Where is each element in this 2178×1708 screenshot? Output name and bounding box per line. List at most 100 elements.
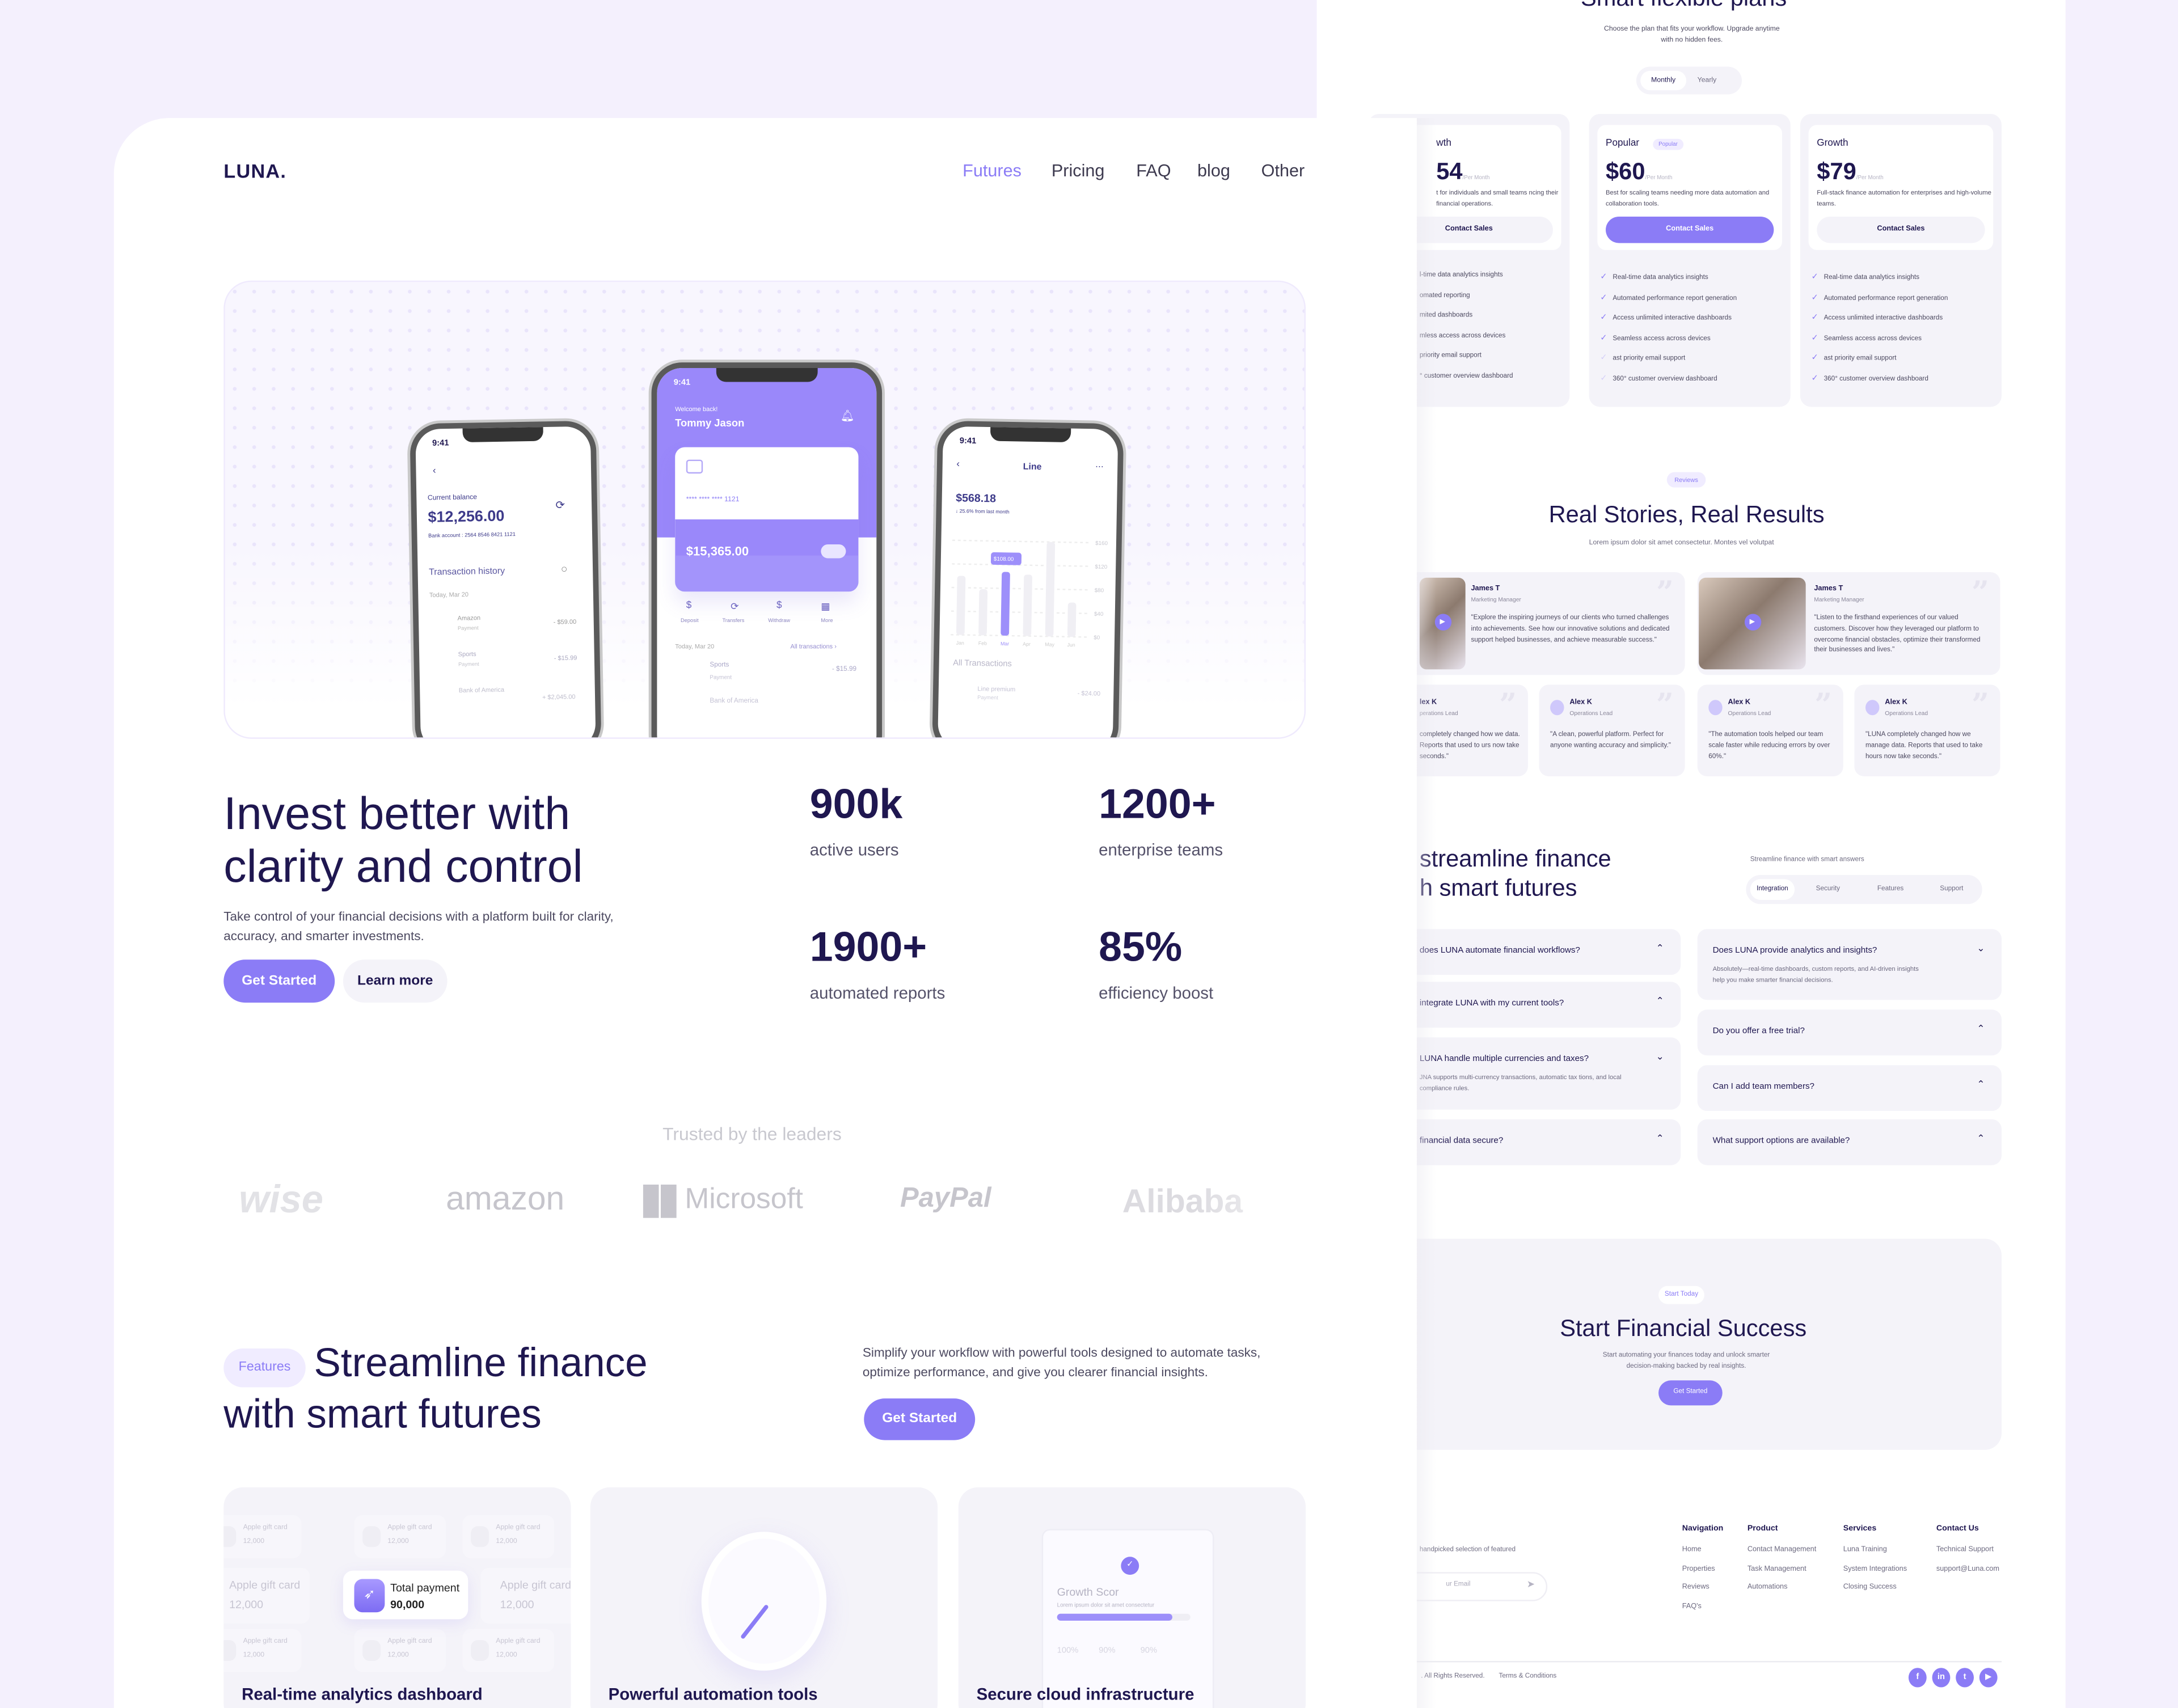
stat-label: efficiency boost — [1099, 983, 1214, 1003]
contact-sales-button[interactable]: Contact Sales — [1817, 217, 1985, 243]
hero-description: Take control of your financial decisions… — [223, 910, 614, 943]
cta-get-started-button[interactable]: Get Started — [1658, 1380, 1723, 1406]
faq-tab-support[interactable]: Support — [1940, 886, 1964, 893]
nav-pricing[interactable]: Pricing — [1051, 161, 1105, 181]
faq-tab-security[interactable]: Security — [1816, 886, 1841, 893]
reviewer-role: Marketing Manager — [1471, 595, 1521, 603]
footer-link[interactable]: Task Management — [1747, 1564, 1806, 1573]
chevron-up-icon[interactable]: ⌃ — [1977, 1080, 1985, 1090]
features-get-started-button[interactable]: Get Started — [864, 1398, 976, 1440]
faq-item[interactable]: integrate LUNA with my current tools? ⌃ — [1375, 982, 1681, 1028]
toggle-monthly[interactable]: Monthly — [1640, 70, 1687, 91]
plan-feature: ✓ Access unlimited interactive dashboards — [1811, 312, 1943, 323]
gift-card-tile: Apple gift card 12,000 — [354, 1515, 446, 1558]
user-name: Tommy Jason — [675, 416, 745, 429]
footer-link[interactable]: Automations — [1747, 1583, 1788, 1592]
faq-item[interactable]: Can I add team members? ⌃ — [1697, 1065, 2002, 1111]
review-card: Alex K Operations Lead "A clean, powerful … — [1539, 684, 1685, 776]
plan-description: t for individuals and small teams ncing … — [1436, 189, 1559, 207]
nav-other[interactable]: Other — [1261, 161, 1305, 181]
faq-item[interactable]: What support options are available? ⌃ — [1697, 1119, 2002, 1165]
faq-tab-integration[interactable]: Integration — [1750, 879, 1795, 900]
amazon-logo: amazon — [446, 1180, 565, 1218]
footer-link[interactable]: Home — [1682, 1545, 1702, 1554]
faq-item[interactable]: does LUNA automate financial workflows? ⌃ — [1375, 929, 1681, 975]
gift-value: 12,000 — [387, 1537, 409, 1546]
logo[interactable]: LUNA. — [223, 159, 287, 182]
faq-answer: JNA supports multi-currency transactions… — [1419, 1073, 1622, 1091]
chip-icon — [686, 459, 703, 474]
txn-amount: - $15.99 — [831, 666, 857, 674]
stat-label: automated reports — [809, 983, 946, 1003]
tooltip-label: $108.00 — [994, 556, 1014, 563]
footer-column-title: Navigation — [1682, 1524, 1724, 1533]
reviews-title: Real Stories, Real Results — [1548, 501, 1825, 528]
txn-name: Amazon — [457, 614, 481, 622]
youtube-icon[interactable]: ▶ — [1979, 1668, 1998, 1688]
reviewer-role: Operations Lead — [1569, 709, 1613, 717]
get-started-button[interactable]: Get Started — [223, 959, 335, 1003]
feature-card-analytics[interactable]: Apple gift card 12,000 Apple gift card 12,0… — [223, 1487, 571, 1708]
txn-amount: + $2,045.00 — [542, 693, 576, 701]
footer-link[interactable]: Luna Training — [1843, 1545, 1887, 1554]
search-icon: ○ — [560, 563, 568, 576]
card-balance: $15,365.00 — [686, 544, 749, 559]
nav-blog[interactable]: blog — [1197, 161, 1230, 181]
reviewer-name: Alex K — [1728, 698, 1751, 707]
chevron-up-icon[interactable]: ⌃ — [1977, 1134, 1985, 1144]
footer-email-input[interactable]: ur Email ➤ — [1400, 1572, 1548, 1601]
review-card: Alex K Operations Lead "The automation too… — [1697, 684, 1843, 776]
footer-link[interactable]: support@Luna.com — [1936, 1564, 1999, 1573]
chevron-up-icon[interactable]: ⌃ — [1977, 1025, 1985, 1035]
footer-link[interactable]: System Integrations — [1843, 1564, 1907, 1573]
action-more: More — [821, 618, 833, 624]
faq-tab-features[interactable]: Features — [1877, 886, 1904, 893]
toggle-yearly[interactable]: Yearly — [1697, 76, 1717, 85]
faq-item[interactable]: Does LUNA provide analytics and insights… — [1697, 929, 2002, 1000]
feature-card-cloud[interactable]: ✓ Growth Scor Lorem ipsum dolor sit amet… — [958, 1487, 1306, 1708]
txn-type: Payment — [710, 673, 732, 681]
footer-link[interactable]: Contact Management — [1747, 1545, 1817, 1554]
chevron-down-icon[interactable]: ⌄ — [1977, 944, 1985, 954]
footer-link[interactable]: Technical Support — [1936, 1545, 1994, 1554]
feature-text: Real-time data analytics insights — [1824, 274, 1920, 282]
menu-dots-icon: ⋯ — [1095, 463, 1104, 472]
microsoft-icon — [643, 1184, 677, 1218]
chevron-up-icon[interactable]: ⌃ — [1656, 997, 1664, 1007]
y-tick-label: $80 — [1095, 587, 1104, 594]
chevron-down-icon[interactable]: ⌄ — [1656, 1052, 1664, 1063]
chevron-up-icon[interactable]: ⌃ — [1656, 1134, 1664, 1144]
play-icon[interactable]: ▶ — [1744, 614, 1761, 631]
gift-card-tile: Apple gift card 12,000 — [462, 1515, 555, 1558]
send-icon[interactable]: ➤ — [1526, 1580, 1535, 1591]
bar-jan — [956, 576, 966, 635]
twitter-icon[interactable]: t — [1956, 1668, 1974, 1688]
footer-link[interactable]: Closing Success — [1843, 1583, 1897, 1592]
footer-link[interactable]: FAQ's — [1682, 1601, 1702, 1610]
y-tick-label: $160 — [1095, 540, 1108, 547]
terms-link[interactable]: Terms & Conditions — [1499, 1673, 1557, 1681]
pricing-card: Growth $79/Per Month Full-stack finance au… — [1800, 113, 2002, 407]
gift-card-tile: Apple gift card 12,000 — [223, 1567, 310, 1624]
learn-more-button[interactable]: Learn more — [343, 959, 448, 1003]
faq-item[interactable]: Do you offer a free trial? ⌃ — [1697, 1009, 2002, 1056]
footer-link[interactable]: Properties — [1682, 1564, 1715, 1573]
gift-card-tile: Apple gift card 12,000 — [223, 1629, 302, 1672]
gift-label: Apple gift card — [243, 1523, 288, 1532]
nav-futures[interactable]: Futures — [963, 161, 1022, 181]
faq-item[interactable]: LUNA handle multiple currencies and taxe… — [1375, 1037, 1681, 1110]
linkedin-icon[interactable]: in — [1932, 1668, 1951, 1688]
contact-sales-button[interactable]: Contact Sales — [1606, 217, 1774, 243]
check-icon: ✓ — [1811, 273, 1818, 282]
check-icon: ✓ — [1811, 314, 1818, 323]
footer-link[interactable]: Reviews — [1682, 1583, 1710, 1592]
faq-item[interactable]: financial data secure? ⌃ — [1375, 1119, 1681, 1165]
chevron-up-icon[interactable]: ⌃ — [1656, 944, 1664, 954]
feature-card-automation[interactable]: Powerful automation tools — [590, 1487, 938, 1708]
action-transfers: Transfers — [722, 618, 745, 624]
nav-faq[interactable]: FAQ — [1136, 161, 1171, 181]
txn-type: Payment — [458, 661, 479, 667]
reviewer-role: Operations Lead — [1885, 709, 1928, 717]
play-icon[interactable]: ▶ — [1434, 614, 1451, 631]
facebook-icon[interactable]: f — [1908, 1668, 1927, 1688]
